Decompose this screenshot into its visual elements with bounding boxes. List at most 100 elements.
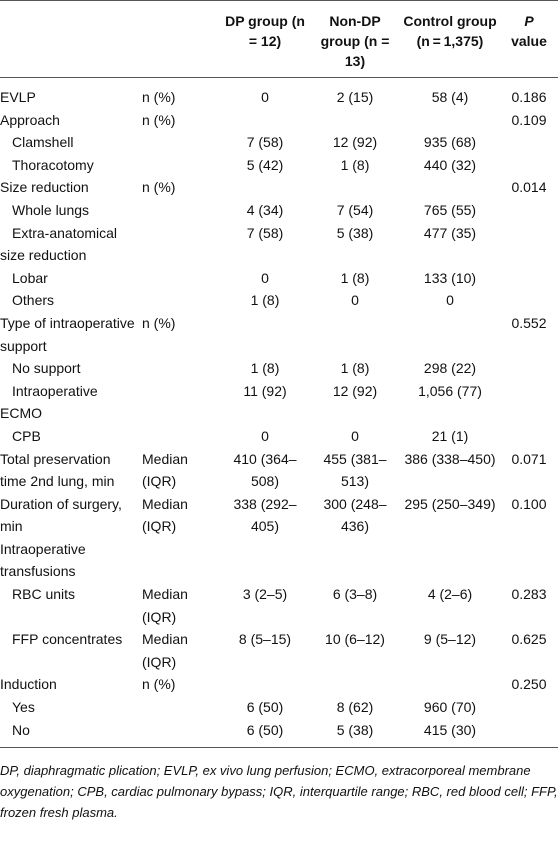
unit-cell [138,538,220,583]
table-row: Intraoperative transfusions [0,538,558,583]
table-row: No 6 (50) 5 (38) 415 (30) [0,719,558,748]
unit-cell [138,131,220,154]
value-cell: 8 (62) [336,699,374,716]
table-row: EVLP n (%) 0 2 (15) 58 (4) 0.186 [0,78,558,109]
value-cell [400,673,500,696]
p-word: value [511,33,547,49]
row-label: Thoracotomy [12,156,94,173]
row-label: Total preservation time 2nd lung, min [0,450,115,490]
header-cell: DP group (n = 12) [220,0,310,78]
table-row: Intraoperative ECMO 11 (92) 12 (92) 1,056 (… [0,380,558,425]
value-cell: 1 (8) [250,360,280,377]
row-label: Clamshell [12,134,74,151]
value-cell [400,109,500,132]
value-cell: 0.552 [511,314,547,331]
row-label: Lobar [12,269,48,286]
value-cell [400,538,500,583]
value-cell: 415 (30) [423,721,477,738]
unit-cell: n (%) [142,676,176,693]
unit-cell: n (%) [142,179,176,196]
table-row: Clamshell 7 (58) 12 (92) 935 (68) [0,131,558,154]
row-label: Yes [12,699,35,716]
unit-cell [138,357,220,380]
footnote: DP, diaphragmatic plication; EVLP, ex vi… [0,763,558,821]
value-cell: 3 (2–5) [242,586,288,603]
value-cell [500,719,558,748]
unit-cell [138,289,220,312]
row-label: FFP concentrates [12,631,123,648]
table-row: Approach n (%) 0.109 [0,109,558,132]
table-row: FFP concentrates Median (IQR) 8 (5–15) 10 (… [0,628,558,673]
value-cell: 0.186 [511,89,547,105]
row-label: Type of intraoperative support [0,314,135,354]
unit-cell [138,696,220,719]
data-table: DP group (n = 12) Non-DP group (n = 13) Co… [0,0,558,749]
header-cell [138,0,220,78]
value-cell: 300 (248–436) [323,495,387,535]
value-cell: 0 [261,427,269,444]
table-row: RBC units Median (IQR) 3 (2–5) 6 (3–8) 4 (2–… [0,583,558,628]
value-cell: 6 (50) [246,699,284,716]
value-cell: 338 (292–405) [233,495,297,535]
value-cell: 21 (1) [431,427,469,444]
value-cell: 5 (38) [336,224,374,241]
row-label: EVLP [0,89,36,105]
value-cell [500,696,558,719]
value-cell: 6 (50) [246,721,284,738]
value-cell: 10 (6–12) [325,631,385,648]
unit-cell [138,199,220,222]
p-symbol: P [524,13,534,29]
unit-cell [138,719,220,748]
value-cell [400,176,500,199]
value-cell: 0 [446,292,454,309]
row-label: Whole lungs [12,201,90,218]
table-body: EVLP n (%) 0 2 (15) 58 (4) 0.186 Approach n (%)… [0,78,558,748]
value-cell: 0.250 [511,676,547,693]
value-cell [310,673,400,696]
value-cell: 0.109 [511,111,547,128]
value-cell: 455 (381–513) [323,450,387,490]
value-cell: 298 (22) [423,360,477,377]
value-cell: 5 (42) [246,156,284,173]
value-cell: 133 (10) [423,269,477,286]
table-row: Extra-anatomical size reduction 7 (58) 5 (… [0,222,558,267]
value-cell [220,673,310,696]
value-cell: 0.100 [511,495,547,512]
value-cell: 9 (5–12) [423,631,477,648]
value-cell: 295 (250–349) [404,495,496,512]
row-label: Size reduction [0,179,89,196]
value-cell: 12 (92) [332,134,378,151]
value-cell [500,380,558,425]
unit-cell: n (%) [142,314,176,331]
value-cell: 4 (34) [246,201,284,218]
table-row: Thoracotomy 5 (42) 1 (8) 440 (32) [0,154,558,177]
value-cell: 11 (92) [243,382,287,399]
unit-cell: n (%) [142,111,176,128]
row-label: Induction [0,676,57,693]
row-label: CPB [12,427,41,444]
value-cell [220,176,310,199]
value-cell [500,199,558,222]
table-row: Induction n (%) 0.250 [0,673,558,696]
row-label: Extra-anatomical size reduction [0,224,118,264]
header-cell [0,0,138,78]
value-cell: 1 (8) [340,269,370,286]
table-row: Yes 6 (50) 8 (62) 960 (70) [0,696,558,719]
value-cell: 7 (58) [246,224,284,241]
value-cell: 1 (8) [340,360,370,377]
value-cell [310,176,400,199]
value-cell [500,222,558,267]
header-cell: Control group (n = 1,375) [400,0,500,78]
value-cell: 0.014 [511,179,547,196]
unit-cell [138,267,220,290]
unit-cell: Median (IQR) [142,495,188,535]
row-label: Others [12,292,55,309]
value-cell: 1 (8) [250,292,280,309]
value-cell [500,154,558,177]
value-cell: 8 (5–15) [238,631,292,648]
value-cell: 58 (4) [431,89,469,105]
table-row: Duration of surgery, min Median (IQR) 338 … [0,493,558,538]
unit-cell [138,222,220,267]
value-cell [310,312,400,357]
